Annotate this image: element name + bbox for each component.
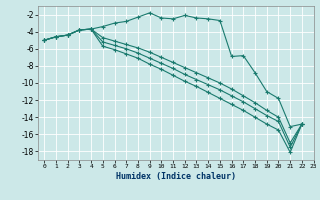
X-axis label: Humidex (Indice chaleur): Humidex (Indice chaleur): [116, 172, 236, 181]
